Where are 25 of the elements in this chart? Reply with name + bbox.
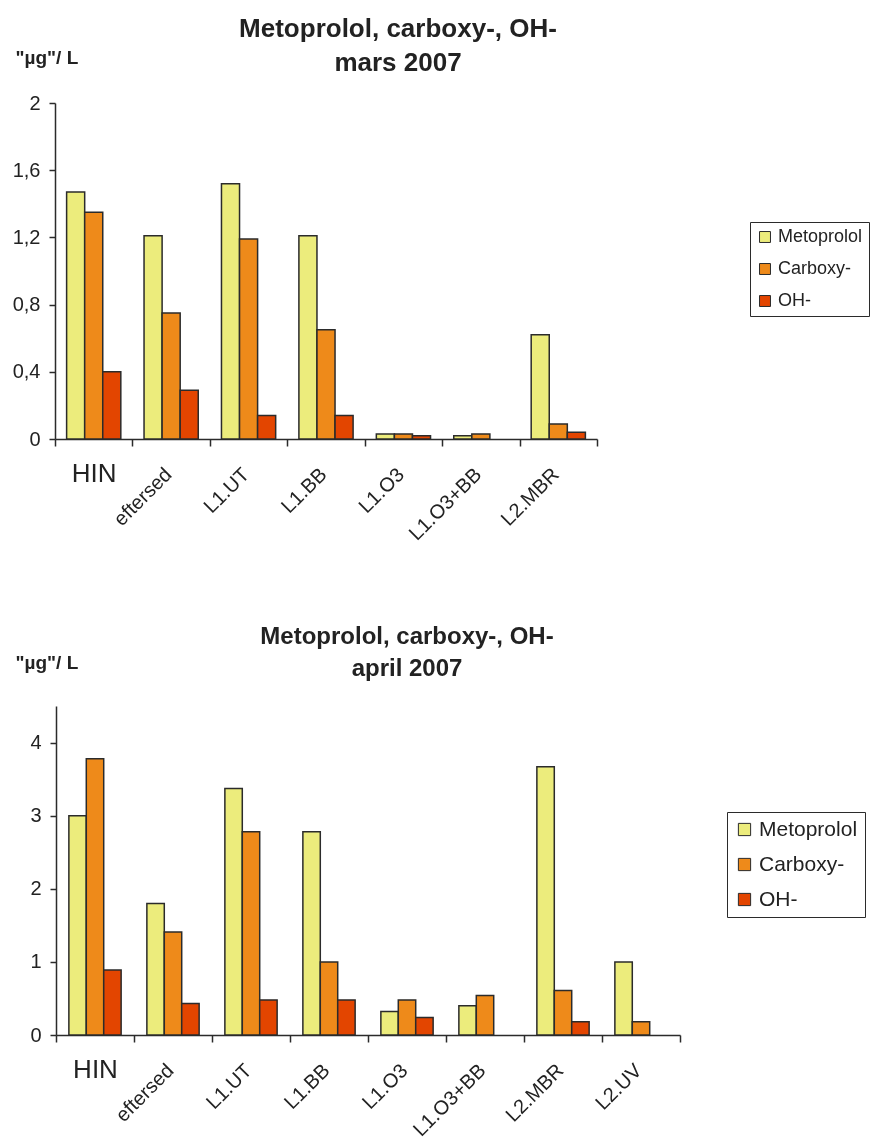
y-tick-label: 1,2 xyxy=(12,225,41,248)
y-tick-label: 0,8 xyxy=(12,293,41,316)
chart-title: Metoprolol, carboxy-, OH- xyxy=(239,13,557,43)
y-tick-label: 3 xyxy=(30,804,42,827)
y-tick-label: 4 xyxy=(30,731,42,754)
legend-label: Metoprolol xyxy=(778,226,863,246)
legend-label: OH- xyxy=(778,290,811,310)
chart-subtitle: april 2007 xyxy=(351,654,463,681)
x-tick-label: HIN xyxy=(73,1053,118,1084)
legend-label: OH- xyxy=(759,886,798,910)
y-tick-label: 2 xyxy=(30,877,42,900)
y-axis-title: "µg"/ L xyxy=(15,46,79,68)
y-axis-title: "µg"/ L xyxy=(15,651,79,673)
legend-label: Metoprolol xyxy=(759,816,858,840)
legend-label: Carboxy- xyxy=(778,258,852,278)
y-tick-label: 0 xyxy=(29,427,41,450)
y-tick-label: 2 xyxy=(29,91,41,114)
y-tick-label: 1 xyxy=(30,950,42,973)
y-tick-label: 1,6 xyxy=(12,158,41,181)
legend-label: Carboxy- xyxy=(759,851,845,875)
x-tick-label: HIN xyxy=(71,457,117,488)
chart-subtitle: mars 2007 xyxy=(334,47,462,77)
y-tick-label: 0 xyxy=(30,1023,42,1046)
y-tick-label: 0,4 xyxy=(12,360,41,383)
chart-title: Metoprolol, carboxy-, OH- xyxy=(260,622,554,649)
